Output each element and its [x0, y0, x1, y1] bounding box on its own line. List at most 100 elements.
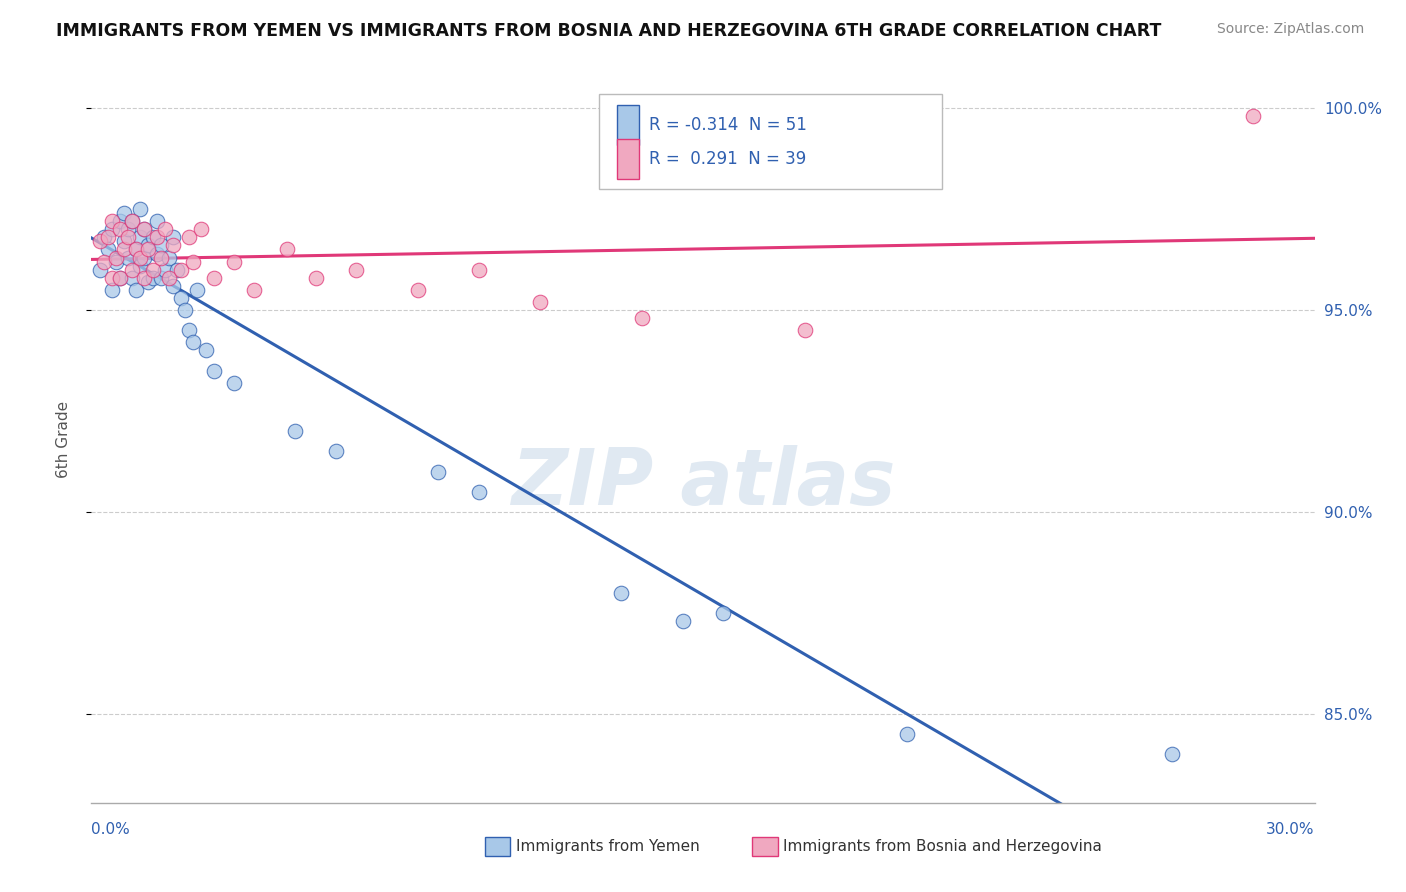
Point [194, 343, 217, 358]
Bar [617, 105, 640, 145]
Point [276, 243, 298, 257]
Point [243, 283, 266, 297]
Point [166, 262, 188, 277]
Point [108, 214, 131, 228]
Point [793, 323, 815, 337]
Point [304, 270, 326, 285]
Point [129, 251, 152, 265]
Point [125, 243, 148, 257]
Text: ZIP atlas: ZIP atlas [510, 445, 896, 521]
Point [134, 222, 156, 236]
Point [108, 222, 131, 236]
Point [467, 484, 491, 499]
Point [138, 275, 160, 289]
Point [190, 222, 212, 236]
Point [153, 222, 176, 236]
Point [179, 230, 201, 244]
Point [101, 214, 124, 228]
Point [125, 243, 148, 257]
Point [145, 230, 167, 244]
Point [157, 270, 180, 285]
Point [121, 262, 143, 277]
Point [610, 586, 633, 600]
Point [467, 262, 491, 277]
Point [284, 424, 307, 438]
Point [170, 291, 193, 305]
Point [179, 323, 201, 337]
Point [529, 295, 551, 310]
Point [896, 727, 918, 741]
Point [346, 262, 368, 277]
Point [121, 214, 143, 228]
Point [153, 262, 176, 277]
Point [183, 335, 205, 350]
Point [149, 270, 172, 285]
Point [325, 444, 347, 458]
Point [162, 278, 184, 293]
Point [129, 230, 152, 244]
Point [157, 251, 180, 265]
Point [174, 303, 197, 318]
Text: Immigrants from Bosnia and Herzegovina: Immigrants from Bosnia and Herzegovina [783, 839, 1102, 854]
Point [202, 270, 225, 285]
Point [108, 270, 131, 285]
Point [141, 270, 163, 285]
Point [101, 270, 124, 285]
Point [112, 206, 135, 220]
Point [427, 465, 450, 479]
Point [101, 283, 124, 297]
Point [125, 283, 148, 297]
Point [97, 243, 120, 257]
Point [149, 238, 172, 252]
Point [97, 230, 120, 244]
Point [134, 270, 156, 285]
Point [104, 251, 127, 265]
Point [170, 262, 193, 277]
Point [89, 262, 111, 277]
Text: 0.0%: 0.0% [91, 822, 131, 838]
Point [672, 614, 695, 628]
Point [104, 254, 127, 268]
FancyBboxPatch shape [599, 94, 942, 188]
Point [117, 251, 139, 265]
Point [93, 254, 115, 268]
Text: 30.0%: 30.0% [1267, 822, 1315, 838]
Point [134, 222, 156, 236]
Point [121, 270, 143, 285]
Y-axis label: 6th Grade: 6th Grade [56, 401, 70, 478]
Point [112, 243, 135, 257]
Text: Source: ZipAtlas.com: Source: ZipAtlas.com [1216, 22, 1364, 37]
Point [162, 230, 184, 244]
Point [222, 254, 246, 268]
Text: IMMIGRANTS FROM YEMEN VS IMMIGRANTS FROM BOSNIA AND HERZEGOVINA 6TH GRADE CORREL: IMMIGRANTS FROM YEMEN VS IMMIGRANTS FROM… [56, 22, 1161, 40]
Point [162, 238, 184, 252]
Point [222, 376, 246, 390]
Point [117, 222, 139, 236]
Point [406, 283, 429, 297]
Point [145, 214, 167, 228]
Point [183, 254, 205, 268]
Text: R =  0.291  N = 39: R = 0.291 N = 39 [650, 150, 807, 168]
Point [129, 202, 152, 216]
Point [138, 243, 160, 257]
Point [1243, 109, 1265, 123]
Point [631, 311, 654, 326]
Point [141, 230, 163, 244]
Text: R = -0.314  N = 51: R = -0.314 N = 51 [650, 116, 807, 134]
Point [121, 214, 143, 228]
Point [134, 251, 156, 265]
Point [112, 235, 135, 249]
Bar [617, 139, 640, 179]
Point [141, 262, 163, 277]
Point [108, 270, 131, 285]
Point [1161, 747, 1184, 762]
Point [89, 235, 111, 249]
Point [145, 246, 167, 260]
Point [101, 222, 124, 236]
Point [711, 606, 734, 620]
Point [202, 364, 225, 378]
Point [93, 230, 115, 244]
Text: Immigrants from Yemen: Immigrants from Yemen [516, 839, 700, 854]
Point [149, 251, 172, 265]
Point [138, 238, 160, 252]
